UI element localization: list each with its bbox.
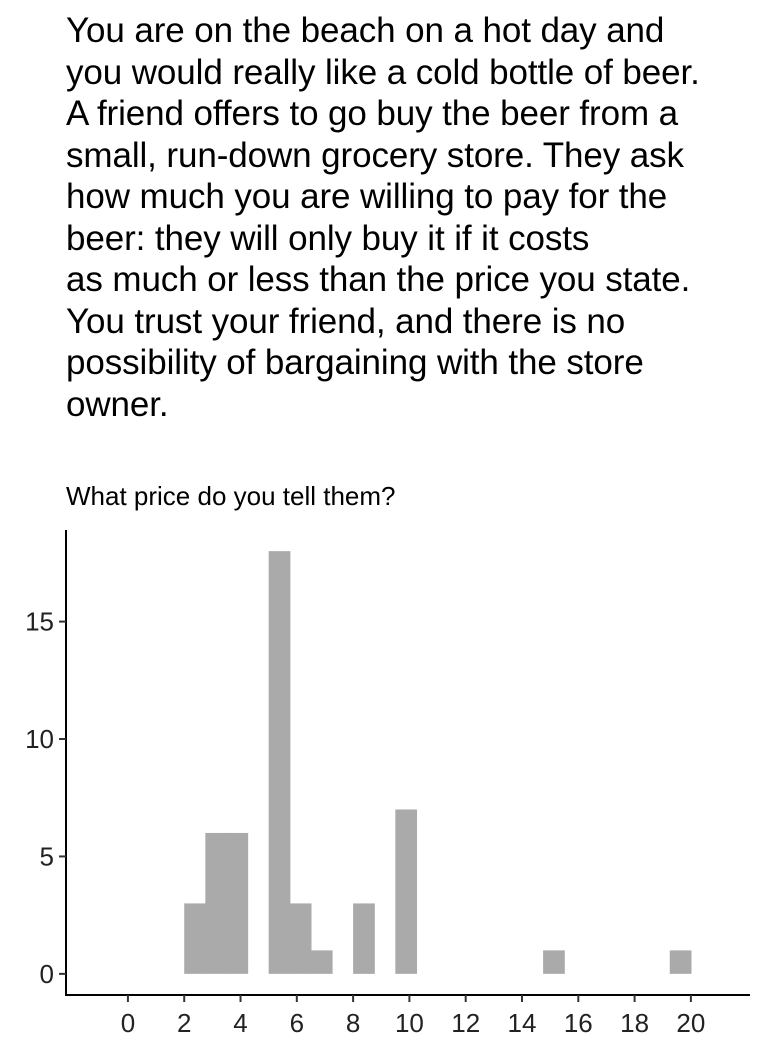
chart-title: What price do you tell them? bbox=[66, 481, 396, 511]
intro-line: how much you are willing to pay for the bbox=[66, 177, 668, 216]
x-tick-label: 0 bbox=[121, 1008, 135, 1038]
histogram-bar bbox=[205, 832, 228, 974]
x-tick-label: 4 bbox=[233, 1008, 247, 1038]
x-tick-label: 16 bbox=[564, 1008, 593, 1038]
histogram-bar bbox=[353, 903, 375, 974]
histogram-bar bbox=[310, 950, 333, 974]
intro-line: small, run-down grocery store. They ask bbox=[66, 135, 684, 175]
intro-line: possibility of bargaining with the store bbox=[66, 343, 644, 382]
intro-text: You are on the beach on a hot day and yo… bbox=[66, 10, 766, 425]
x-tick-label: 8 bbox=[346, 1008, 360, 1038]
intro-line: You are on the beach on a hot day and bbox=[66, 11, 665, 50]
intro-line: A friend offers to go buy the beer from … bbox=[66, 94, 679, 133]
x-tick-label: 12 bbox=[451, 1008, 480, 1038]
x-axis-ticks: 0 2 4 6 8 10 12 14 16 18 20 bbox=[121, 995, 705, 1038]
histogram-bar bbox=[395, 809, 418, 974]
intro-line: You trust your friend, and there is no bbox=[66, 301, 626, 341]
x-tick-label: 18 bbox=[620, 1008, 649, 1038]
histogram-bar bbox=[669, 950, 692, 974]
y-tick-label: 5 bbox=[40, 841, 54, 871]
histogram-bar bbox=[184, 903, 206, 974]
intro-line: as much or less than the price you state… bbox=[66, 260, 691, 299]
y-tick-label: 0 bbox=[40, 959, 54, 989]
x-tick-label: 2 bbox=[177, 1008, 191, 1038]
x-tick-label: 14 bbox=[508, 1008, 537, 1038]
histogram-bar bbox=[268, 551, 291, 974]
x-tick-label: 6 bbox=[290, 1008, 304, 1038]
histogram-bar bbox=[226, 832, 249, 974]
histogram-bar bbox=[289, 903, 312, 974]
y-axis-ticks: 0 5 10 15 bbox=[25, 607, 66, 989]
histogram-bar bbox=[543, 950, 565, 974]
intro-line: owner. bbox=[66, 384, 169, 424]
intro-line: you would really like a cold bottle of b… bbox=[66, 52, 700, 92]
histogram-bars bbox=[184, 551, 692, 974]
x-tick-label: 10 bbox=[395, 1008, 424, 1038]
x-tick-label: 20 bbox=[676, 1008, 705, 1038]
y-tick-label: 15 bbox=[25, 607, 54, 637]
intro-line: beer: they will only buy it if it costs bbox=[66, 218, 590, 258]
y-tick-label: 10 bbox=[25, 724, 54, 754]
